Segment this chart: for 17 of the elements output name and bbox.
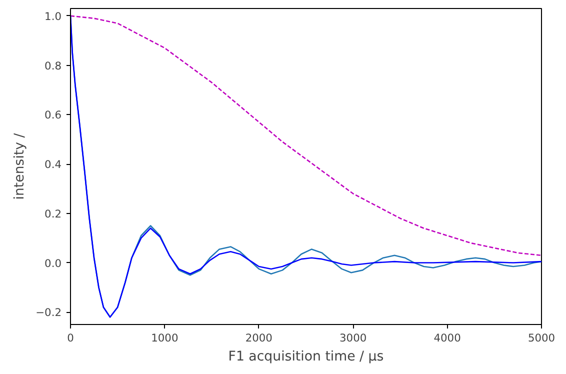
y-tick-label: 0.2 [44, 207, 62, 220]
y-tick-label: 0.4 [44, 158, 62, 172]
y-axis-title: intensity / [12, 132, 28, 200]
x-tick-label: 1000 [151, 332, 178, 344]
x-tick-label: 5000 [528, 332, 556, 344]
x-tick-label: 2000 [245, 332, 273, 344]
y-tick-label: 1.0 [44, 10, 62, 23]
line-series [70, 15, 542, 256]
y-tick-label: 0.0 [44, 256, 62, 270]
x-axis-title: F1 acquisition time / µs [228, 350, 384, 364]
y-tick-label: −0.2 [36, 306, 62, 320]
x-tick-label: 4000 [434, 332, 462, 344]
x-tick-label: 0 [67, 332, 74, 344]
y-tick-label: 0.6 [44, 108, 62, 122]
line-series [70, 15, 542, 318]
x-tick-label: 3000 [340, 332, 367, 344]
y-tick-label: 0.8 [44, 59, 62, 72]
